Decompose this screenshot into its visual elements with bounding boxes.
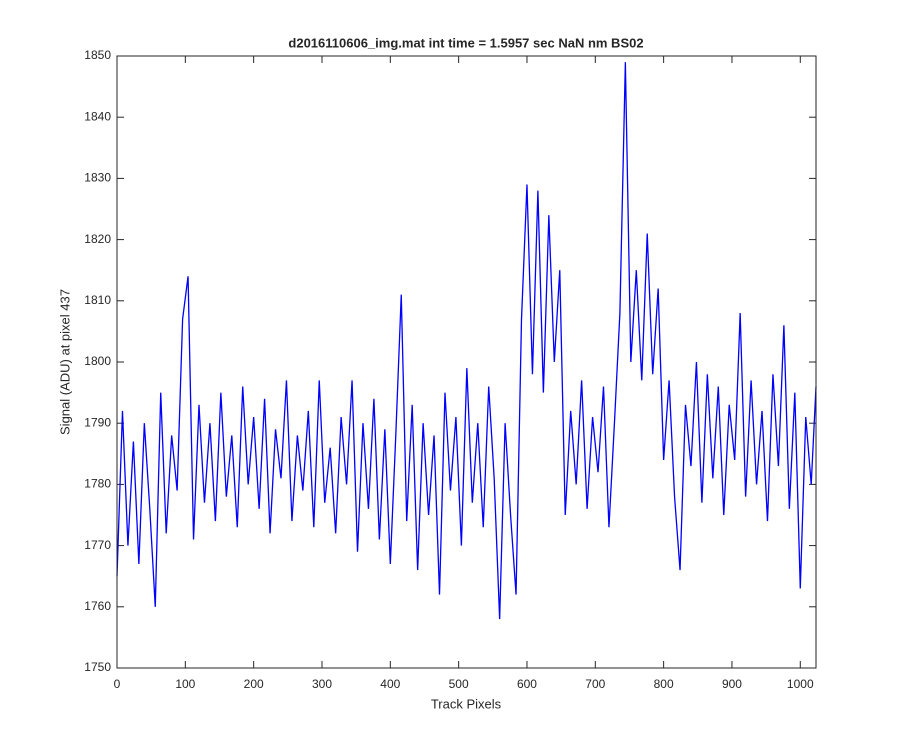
y-tick-label: 1750: [84, 660, 111, 674]
y-axis-label: Signal (ADU) at pixel 437: [57, 289, 72, 435]
y-tick-label: 1780: [84, 477, 111, 491]
x-tick-label: 700: [585, 677, 605, 691]
y-tick-label: 1840: [84, 109, 111, 123]
y-tick-label: 1850: [84, 48, 111, 62]
axes-box: [116, 55, 817, 669]
x-tick-label: 100: [175, 677, 195, 691]
x-tick-label: 1000: [787, 677, 814, 691]
plot-area: 0 100 200 300 400 500 600 700 800 900 1000 1750 1760…: [84, 48, 817, 691]
x-tick-label: 0: [114, 677, 121, 691]
x-axis-label: Track Pixels: [431, 696, 502, 711]
y-tick-label: 1790: [84, 415, 111, 429]
y-tick-label: 1830: [84, 171, 111, 185]
data-line: [116, 62, 817, 620]
y-tick-label: 1760: [84, 599, 111, 613]
y-tick-label: 1800: [84, 354, 111, 368]
x-tick-label: 600: [517, 677, 537, 691]
y-tick-label: 1810: [84, 293, 111, 307]
y-tick-label: 1770: [84, 538, 111, 552]
x-tick-label: 500: [449, 677, 469, 691]
x-tick-label: 200: [244, 677, 264, 691]
chart-title: d2016110606_img.mat int time = 1.5957 se…: [288, 35, 643, 50]
x-tick-label: 900: [722, 677, 742, 691]
x-tick-label: 300: [312, 677, 332, 691]
y-tick-label: 1820: [84, 232, 111, 246]
x-tick-label: 800: [654, 677, 674, 691]
x-tick-label: 400: [380, 677, 400, 691]
